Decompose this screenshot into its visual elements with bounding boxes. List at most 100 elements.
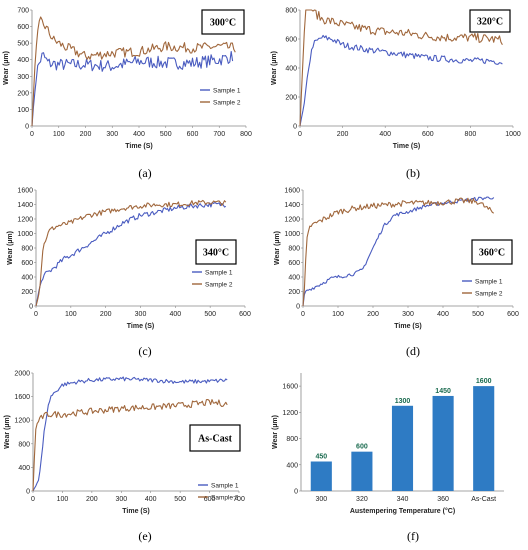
annotation-label: As-Cast — [198, 434, 233, 445]
y-tick-label: 1000 — [284, 231, 300, 238]
series-line-2 — [302, 197, 495, 307]
y-tick-label: 200 — [285, 95, 297, 102]
x-axis-label: Time (S) — [393, 143, 421, 150]
panel-caption: (d) — [406, 344, 420, 358]
y-tick-label: 400 — [285, 66, 297, 73]
y-axis-label: Wear (µm) — [3, 51, 10, 85]
y-axis-label: Wear (µm) — [7, 231, 14, 265]
y-tick-label: 500 — [17, 41, 29, 48]
y-tick-label: 600 — [17, 24, 29, 31]
panel-caption: (b) — [406, 166, 420, 180]
legend-label-1: Sample 1 — [213, 88, 241, 95]
y-axis-label: Wear (µm) — [271, 51, 278, 85]
series-line-2 — [35, 199, 227, 307]
y-tick-label: 0 — [294, 489, 298, 496]
y-tick-label: 1200 — [282, 410, 298, 417]
y-axis-label: Wear (µm) — [4, 415, 11, 449]
y-tick-label: 800 — [286, 436, 298, 443]
x-tick-label: 200 — [337, 131, 349, 138]
panel-caption: (f) — [407, 529, 419, 543]
x-tick-label: 100 — [332, 311, 344, 318]
x-tick-label: 200 — [86, 496, 98, 503]
y-axis-label: Wear (µm) — [272, 415, 279, 449]
y-tick-label: 0 — [25, 124, 29, 131]
legend-label-2: Sample 2 — [211, 495, 239, 502]
x-axis-label: Time (S) — [122, 508, 150, 515]
series-line-2 — [32, 398, 228, 492]
y-tick-label: 600 — [21, 260, 33, 267]
x-tick-label: 400 — [133, 131, 145, 138]
annotation-label: 320°C — [477, 17, 503, 28]
x-tick-label: 500 — [174, 496, 186, 503]
x-tick-label: 360 — [437, 496, 449, 503]
y-tick-label: 0 — [26, 489, 30, 496]
y-tick-label: 0 — [293, 124, 297, 131]
x-tick-label: 200 — [100, 311, 112, 318]
x-tick-label: 1000 — [505, 131, 521, 138]
x-tick-label: 100 — [57, 496, 69, 503]
x-tick-label: 500 — [160, 131, 172, 138]
bar-320 — [351, 451, 373, 491]
x-tick-label: 600 — [187, 131, 199, 138]
y-tick-label: 800 — [288, 246, 300, 253]
x-tick-label: 400 — [169, 311, 181, 318]
panel-f: 0 400 800 1200 1600 Wear (µm) Austempering Tem… — [272, 373, 504, 543]
y-tick-label: 200 — [21, 289, 33, 296]
bar-value-label: 1450 — [435, 388, 451, 395]
y-tick-label: 400 — [21, 275, 33, 282]
x-tick-label: 300 — [135, 311, 147, 318]
x-tick-label: 500 — [204, 311, 216, 318]
y-tick-label: 400 — [17, 57, 29, 64]
x-axis-label: Time (S) — [125, 143, 153, 150]
x-tick-label: 300 — [106, 131, 118, 138]
y-tick-label: 1600 — [14, 394, 30, 401]
bar-value-label: 1300 — [395, 398, 411, 405]
y-tick-label: 1600 — [284, 188, 300, 195]
x-tick-label: 0 — [31, 496, 35, 503]
y-tick-label: 800 — [285, 8, 297, 15]
y-tick-label: 2000 — [14, 371, 30, 378]
y-tick-label: 800 — [18, 441, 30, 448]
x-tick-label: 200 — [367, 311, 379, 318]
bar-value-label: 600 — [356, 444, 368, 451]
x-tick-label: 0 — [30, 131, 34, 138]
x-tick-label: 600 — [204, 496, 216, 503]
annotation-label: 340°C — [203, 248, 229, 259]
panel-e: 0 400 800 1200 1600 2000 Wear (µm) Time (S) (e) 0… — [4, 371, 245, 544]
legend-label-2: Sample 2 — [213, 100, 241, 107]
y-tick-label: 600 — [285, 37, 297, 44]
legend-label-1: Sample 1 — [205, 270, 233, 277]
x-tick-label: 0 — [34, 311, 38, 318]
x-axis-label: Time (S) — [127, 323, 155, 330]
x-tick-label: 800 — [465, 131, 477, 138]
bar-340 — [391, 405, 414, 491]
bar-360 — [432, 395, 454, 491]
x-tick-label: 100 — [53, 131, 65, 138]
y-tick-label: 1400 — [284, 202, 300, 209]
y-tick-label: 0 — [29, 304, 33, 311]
panel-caption: (c) — [138, 344, 151, 358]
legend-label-2: Sample 2 — [475, 291, 503, 298]
x-tick-label: 400 — [379, 131, 391, 138]
annotation-box — [195, 239, 237, 265]
x-tick-label: 300 — [315, 496, 327, 503]
y-tick-label: 1600 — [282, 384, 298, 391]
y-tick-label: 1200 — [284, 217, 300, 224]
x-tick-label: 200 — [80, 131, 92, 138]
legend-label-1: Sample 1 — [475, 279, 503, 286]
y-tick-label: 400 — [286, 462, 298, 469]
bar-value-label: 450 — [315, 454, 327, 461]
y-tick-label: 1600 — [17, 188, 33, 195]
y-tick-label: 1000 — [17, 231, 33, 238]
y-tick-label: 700 — [17, 8, 29, 15]
x-tick-label: As-Cast — [471, 496, 496, 503]
x-tick-label: 0 — [298, 131, 302, 138]
y-tick-label: 300 — [17, 74, 29, 81]
panel-a: 0 100 200 300 400 500 600 700 Wear (µm) Time (S) (… — [3, 8, 252, 181]
x-tick-label: 320 — [356, 496, 368, 503]
x-tick-label: 700 — [233, 496, 245, 503]
y-tick-label: 1200 — [14, 418, 30, 425]
